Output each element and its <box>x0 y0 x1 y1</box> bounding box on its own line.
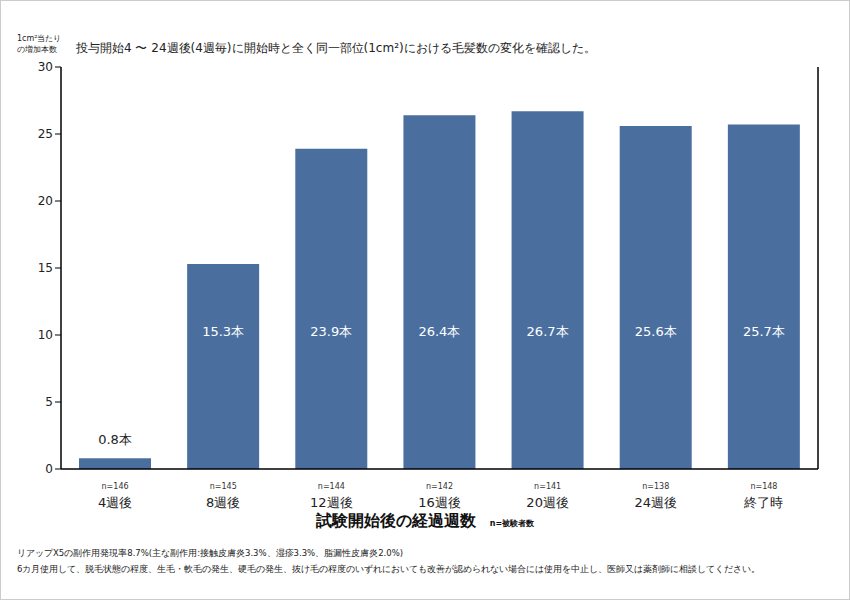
svg-text:n=144: n=144 <box>318 482 345 491</box>
html-text:6カ月使用して、脱毛状態の程度、生毛・軟毛の発生、硬毛の発生: 6カ月使用して、脱毛状態の程度、生毛・軟毛の発生、硬毛の発生、抜け毛の程度のいず… <box>17 564 761 574</box>
html-text:投与開始4 〜 24週後(4週毎)に開始時と全く同一部位(1: 投与開始4 〜 24週後(4週毎)に開始時と全く同一部位(1cm²)における毛髪… <box>76 41 596 55</box>
svg-text:20週後: 20週後 <box>526 495 569 510</box>
svg-text:n=148: n=148 <box>750 482 777 491</box>
svg-text:5: 5 <box>45 395 53 409</box>
svg-text:25.7本: 25.7本 <box>743 324 785 339</box>
svg-text:0.8本: 0.8本 <box>98 432 132 447</box>
svg-text:15: 15 <box>38 261 53 275</box>
svg-text:15.3本: 15.3本 <box>202 324 244 339</box>
svg-text:n=146: n=146 <box>102 482 129 491</box>
svg-text:0: 0 <box>45 462 53 476</box>
svg-text:終了時: 終了時 <box>743 495 783 510</box>
svg-text:23.9本: 23.9本 <box>310 324 352 339</box>
svg-text:12週後: 12週後 <box>310 495 353 510</box>
svg-text:30: 30 <box>38 60 53 74</box>
svg-text:10: 10 <box>38 328 53 342</box>
svg-text:n=145: n=145 <box>210 482 237 491</box>
html-text:の増加本数: の増加本数 <box>17 45 57 54</box>
html-text:1cm²当たり: 1cm²当たり <box>17 34 62 43</box>
svg-text:25.6本: 25.6本 <box>635 324 677 339</box>
svg-text:24週後: 24週後 <box>635 495 678 510</box>
svg-text:4週後: 4週後 <box>98 495 132 510</box>
svg-text:16週後: 16週後 <box>418 495 461 510</box>
svg-text:26.4本: 26.4本 <box>418 324 460 339</box>
svg-text:20: 20 <box>38 194 53 208</box>
svg-text:25: 25 <box>38 127 53 141</box>
html-text:n=被験者数: n=被験者数 <box>489 519 535 528</box>
svg-text:26.7本: 26.7本 <box>527 324 569 339</box>
html-text:リアップX5の副作用発現率8.7%(主な副作用:接触皮膚炎3: リアップX5の副作用発現率8.7%(主な副作用:接触皮膚炎3.3%、湿疹3.3%… <box>17 548 404 558</box>
svg-text:n=138: n=138 <box>642 482 669 491</box>
html-text:試験開始後の経過週数: 試験開始後の経過週数 <box>315 511 476 530</box>
svg-text:n=141: n=141 <box>534 482 561 491</box>
svg-text:n=142: n=142 <box>426 482 453 491</box>
svg-text:8週後: 8週後 <box>206 495 240 510</box>
